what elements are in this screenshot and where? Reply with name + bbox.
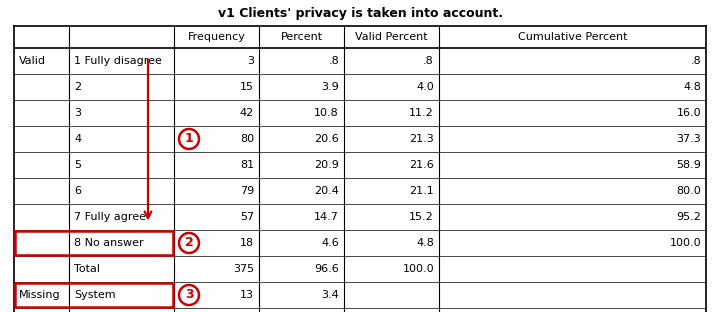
Text: 375: 375 (233, 264, 254, 274)
Text: 15: 15 (240, 82, 254, 92)
Text: 80: 80 (240, 134, 254, 144)
Text: 100.0: 100.0 (402, 264, 434, 274)
Text: Missing: Missing (19, 290, 60, 300)
Text: 4.6: 4.6 (321, 238, 339, 248)
Text: 81: 81 (240, 160, 254, 170)
Text: Valid Percent: Valid Percent (355, 32, 428, 42)
Text: 96.6: 96.6 (314, 264, 339, 274)
Text: 13: 13 (240, 290, 254, 300)
Text: 79: 79 (240, 186, 254, 196)
Text: 1: 1 (184, 133, 194, 145)
Ellipse shape (179, 285, 199, 305)
Text: 42: 42 (240, 108, 254, 118)
Text: 15.2: 15.2 (409, 212, 434, 222)
Bar (15, 283, 173, 307)
Text: Total: Total (74, 264, 100, 274)
Text: .8: .8 (423, 56, 434, 66)
Text: Valid: Valid (19, 56, 46, 66)
Text: 4.0: 4.0 (416, 82, 434, 92)
Text: v1 Clients' privacy is taken into account.: v1 Clients' privacy is taken into accoun… (217, 7, 503, 21)
Text: 21.6: 21.6 (409, 160, 434, 170)
Text: 20.6: 20.6 (314, 134, 339, 144)
Text: 10.8: 10.8 (314, 108, 339, 118)
Text: 4.8: 4.8 (683, 82, 701, 92)
Text: 3.4: 3.4 (321, 290, 339, 300)
Text: 95.2: 95.2 (676, 212, 701, 222)
Text: 100.0: 100.0 (670, 238, 701, 248)
Text: 1 Fully disagree: 1 Fully disagree (74, 56, 162, 66)
Text: 3.9: 3.9 (321, 82, 339, 92)
Ellipse shape (179, 233, 199, 253)
Text: System: System (74, 290, 116, 300)
Text: 3: 3 (185, 289, 193, 301)
Text: Cumulative Percent: Cumulative Percent (518, 32, 627, 42)
Text: 2: 2 (74, 82, 81, 92)
Text: 20.4: 20.4 (314, 186, 339, 196)
Text: 20.9: 20.9 (314, 160, 339, 170)
Text: 5: 5 (74, 160, 81, 170)
Text: .8: .8 (690, 56, 701, 66)
Text: 4.8: 4.8 (416, 238, 434, 248)
Text: 8 No answer: 8 No answer (74, 238, 143, 248)
Text: 57: 57 (240, 212, 254, 222)
Text: 37.3: 37.3 (676, 134, 701, 144)
Text: 3: 3 (247, 56, 254, 66)
Text: Frequency: Frequency (188, 32, 246, 42)
Text: 11.2: 11.2 (409, 108, 434, 118)
Text: 21.3: 21.3 (409, 134, 434, 144)
Text: .8: .8 (328, 56, 339, 66)
Text: 58.9: 58.9 (676, 160, 701, 170)
Ellipse shape (179, 129, 199, 149)
Text: 4: 4 (74, 134, 81, 144)
Text: Percent: Percent (280, 32, 323, 42)
Bar (15, 231, 173, 255)
Text: 80.0: 80.0 (676, 186, 701, 196)
Text: 14.7: 14.7 (314, 212, 339, 222)
Text: 7 Fully agree: 7 Fully agree (74, 212, 146, 222)
Text: 3: 3 (74, 108, 81, 118)
Text: 2: 2 (184, 236, 194, 250)
Text: 21.1: 21.1 (409, 186, 434, 196)
Text: 16.0: 16.0 (676, 108, 701, 118)
Text: 18: 18 (240, 238, 254, 248)
Text: 6: 6 (74, 186, 81, 196)
